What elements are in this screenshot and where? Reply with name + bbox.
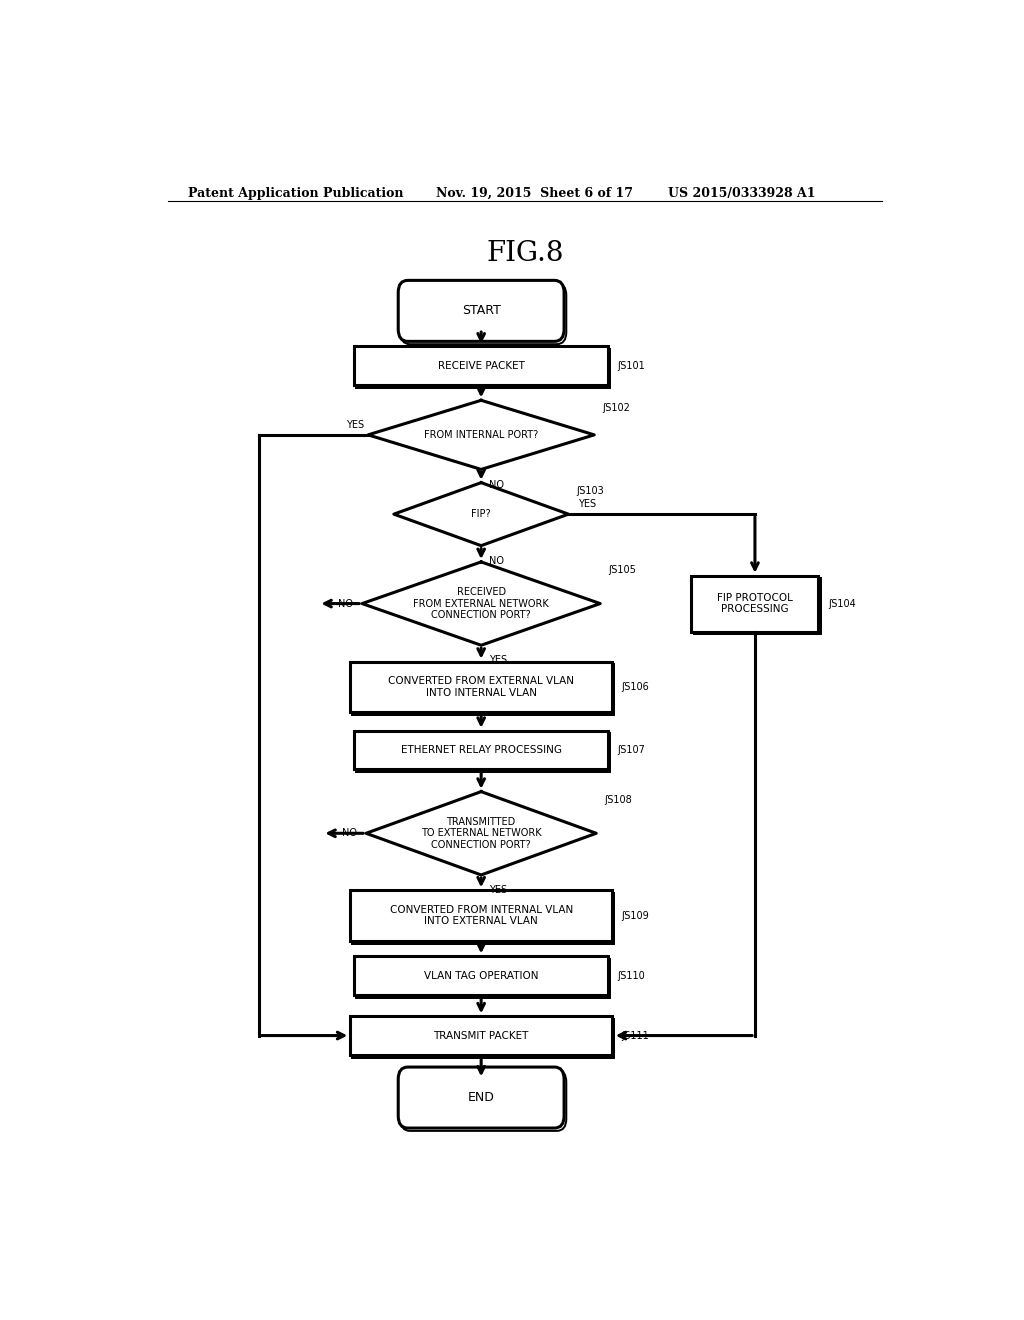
Text: ʃS102: ʃS102 bbox=[602, 404, 630, 413]
Text: YES: YES bbox=[489, 886, 507, 895]
Text: YES: YES bbox=[489, 656, 507, 665]
Text: ʃS109: ʃS109 bbox=[622, 911, 649, 920]
FancyBboxPatch shape bbox=[691, 576, 818, 631]
Text: VLAN TAG OPERATION: VLAN TAG OPERATION bbox=[424, 970, 539, 981]
Text: NO: NO bbox=[342, 828, 356, 838]
Text: Nov. 19, 2015  Sheet 6 of 17: Nov. 19, 2015 Sheet 6 of 17 bbox=[436, 187, 633, 199]
Text: ETHERNET RELAY PROCESSING: ETHERNET RELAY PROCESSING bbox=[400, 744, 561, 755]
Text: NO: NO bbox=[489, 556, 504, 566]
Text: NO: NO bbox=[338, 598, 352, 609]
Polygon shape bbox=[368, 400, 594, 470]
Text: END: END bbox=[468, 1092, 495, 1104]
Text: ʃS106: ʃS106 bbox=[622, 682, 649, 692]
Text: NO: NO bbox=[489, 479, 504, 490]
Text: ʃS107: ʃS107 bbox=[617, 744, 645, 755]
FancyBboxPatch shape bbox=[350, 661, 612, 713]
Text: ʃS105: ʃS105 bbox=[608, 565, 636, 576]
Text: ʃS104: ʃS104 bbox=[828, 598, 856, 609]
Text: ʃS101: ʃS101 bbox=[617, 360, 645, 371]
FancyBboxPatch shape bbox=[398, 1067, 564, 1129]
FancyBboxPatch shape bbox=[350, 890, 612, 941]
FancyBboxPatch shape bbox=[354, 956, 608, 995]
Text: YES: YES bbox=[346, 420, 365, 430]
Text: RECEIVE PACKET: RECEIVE PACKET bbox=[437, 360, 524, 371]
Text: RECEIVED
FROM EXTERNAL NETWORK
CONNECTION PORT?: RECEIVED FROM EXTERNAL NETWORK CONNECTIO… bbox=[414, 587, 549, 620]
FancyBboxPatch shape bbox=[350, 1016, 612, 1055]
Polygon shape bbox=[362, 562, 600, 645]
Text: CONVERTED FROM INTERNAL VLAN
INTO EXTERNAL VLAN: CONVERTED FROM INTERNAL VLAN INTO EXTERN… bbox=[389, 904, 572, 927]
Text: ʃS103: ʃS103 bbox=[577, 486, 604, 496]
Polygon shape bbox=[367, 792, 596, 875]
Text: ʃS108: ʃS108 bbox=[604, 795, 632, 805]
FancyBboxPatch shape bbox=[354, 731, 608, 770]
Text: TRANSMIT PACKET: TRANSMIT PACKET bbox=[433, 1031, 528, 1040]
FancyBboxPatch shape bbox=[398, 280, 564, 342]
Text: ʃS111: ʃS111 bbox=[622, 1031, 649, 1040]
Text: ʃS110: ʃS110 bbox=[617, 970, 645, 981]
Text: YES: YES bbox=[578, 499, 596, 510]
Text: FIG.8: FIG.8 bbox=[486, 240, 563, 267]
Text: Patent Application Publication: Patent Application Publication bbox=[187, 187, 403, 199]
Text: START: START bbox=[462, 305, 501, 317]
FancyBboxPatch shape bbox=[354, 346, 608, 385]
Text: US 2015/0333928 A1: US 2015/0333928 A1 bbox=[668, 187, 815, 199]
Text: TRANSMITTED
TO EXTERNAL NETWORK
CONNECTION PORT?: TRANSMITTED TO EXTERNAL NETWORK CONNECTI… bbox=[421, 817, 542, 850]
Polygon shape bbox=[394, 483, 568, 545]
Text: FIP?: FIP? bbox=[471, 510, 490, 519]
Text: FROM INTERNAL PORT?: FROM INTERNAL PORT? bbox=[424, 430, 539, 440]
Text: FIP PROTOCOL
PROCESSING: FIP PROTOCOL PROCESSING bbox=[717, 593, 793, 614]
Text: CONVERTED FROM EXTERNAL VLAN
INTO INTERNAL VLAN: CONVERTED FROM EXTERNAL VLAN INTO INTERN… bbox=[388, 676, 574, 698]
